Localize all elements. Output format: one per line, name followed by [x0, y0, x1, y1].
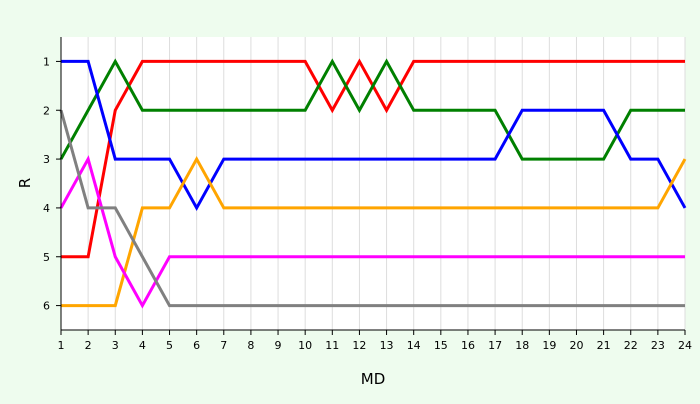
y-tick-label: 3: [43, 153, 50, 166]
x-tick-label: 10: [298, 339, 312, 352]
series-line-4: [61, 155, 687, 308]
x-tick-label: 24: [678, 339, 692, 352]
x-tick-label: 2: [85, 339, 92, 352]
axes: 1 2 3 4 5 6 7 8 9 10 11 12 13 14 15 16 17 18 19 20 21 22 23 241…: [43, 37, 692, 352]
x-tick-label: 4: [139, 339, 146, 352]
x-tick-label: 16: [461, 339, 475, 352]
x-tick-label: 21: [597, 339, 611, 352]
y-tick-label: 2: [43, 104, 50, 117]
grid-lines: [87, 37, 686, 330]
y-axis-title: R: [16, 178, 34, 188]
x-tick-label: 12: [352, 339, 366, 352]
x-tick-label: 18: [515, 339, 529, 352]
x-tick-label: 20: [569, 339, 583, 352]
series-lines: [59, 58, 687, 309]
x-tick-label: 7: [220, 339, 227, 352]
x-axis-title: MD: [361, 370, 386, 388]
y-tick-label: 6: [43, 300, 50, 313]
x-tick-label: 11: [325, 339, 339, 352]
y-tick-label: 1: [43, 55, 50, 68]
series-line-5: [59, 155, 685, 309]
x-tick-label: 13: [380, 339, 394, 352]
series-line-6: [59, 109, 685, 308]
y-tick-label: 4: [43, 202, 50, 215]
x-tick-label: 1: [58, 339, 65, 352]
y-tick-label: 5: [43, 251, 50, 264]
x-tick-label: 14: [407, 339, 421, 352]
series-line-3: [61, 59, 687, 212]
x-tick-label: 8: [247, 339, 254, 352]
x-tick-label: 23: [651, 339, 665, 352]
x-tick-label: 6: [193, 339, 200, 352]
x-tick-label: 9: [275, 339, 282, 352]
x-tick-label: 19: [542, 339, 556, 352]
x-tick-label: 22: [624, 339, 638, 352]
x-tick-label: 3: [112, 339, 119, 352]
x-tick-label: 5: [166, 339, 173, 352]
x-tick-label: 17: [488, 339, 502, 352]
x-tick-label: 15: [434, 339, 448, 352]
series-line-2: [59, 58, 685, 161]
